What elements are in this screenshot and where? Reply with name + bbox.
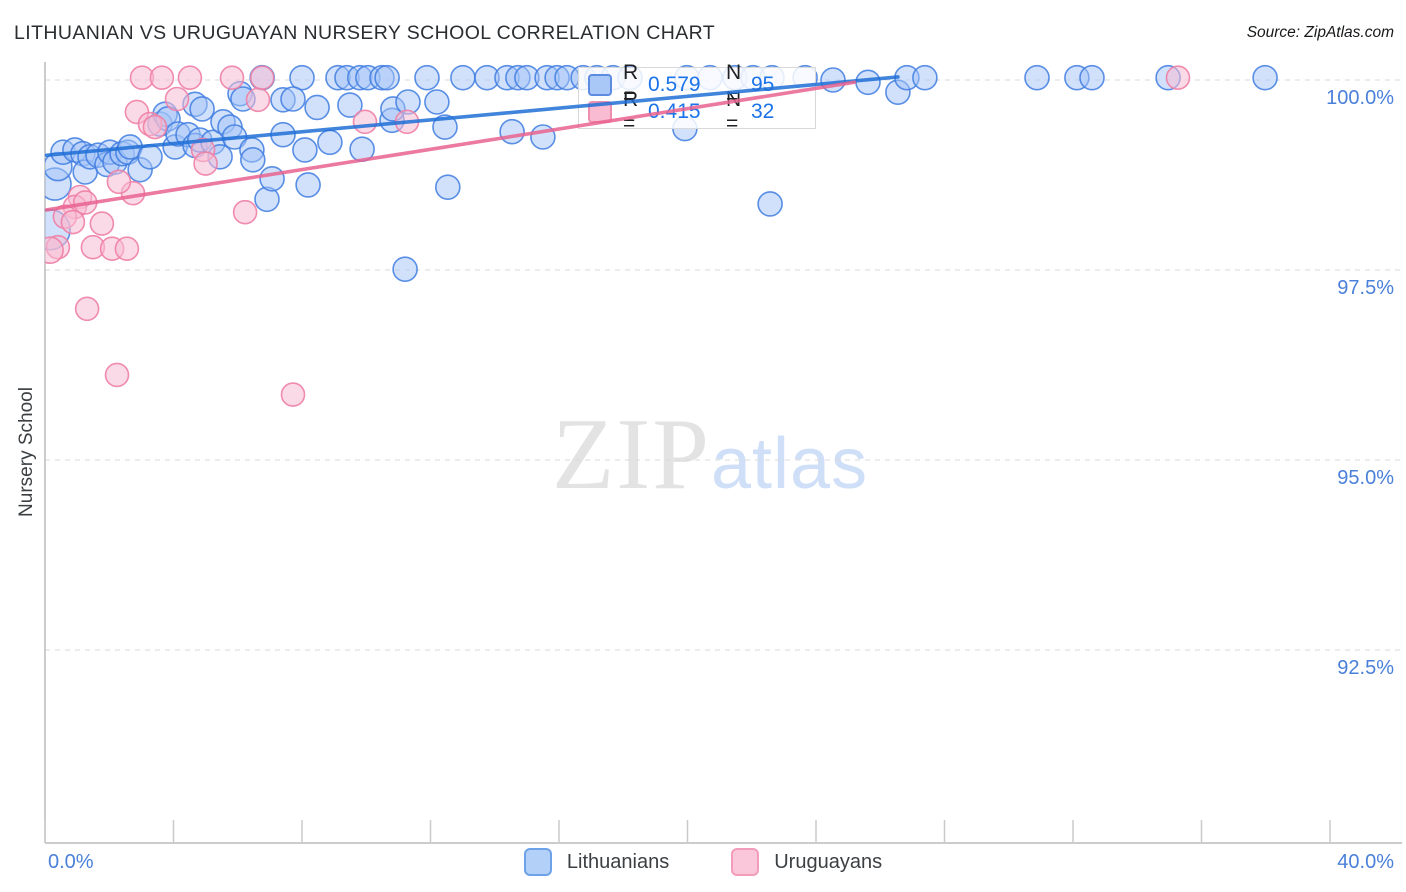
- uruguayans-data-point[interactable]: [177, 65, 203, 90]
- page-title: LITHUANIAN VS URUGUAYAN NURSERY SCHOOL C…: [14, 22, 716, 44]
- y-tick-label: 95.0%: [1337, 467, 1394, 489]
- lithuanians-data-point[interactable]: [374, 64, 400, 91]
- uruguayans-swatch: [588, 100, 612, 123]
- uruguayans-data-point[interactable]: [142, 114, 168, 140]
- lithuanians-legend-swatch: [523, 848, 552, 876]
- uruguayans-data-point[interactable]: [245, 87, 271, 113]
- lithuanians-data-point[interactable]: [424, 89, 450, 115]
- r-value-lithuanians: 0.579: [648, 72, 701, 96]
- uruguayans-data-point[interactable]: [149, 65, 175, 90]
- legend-row-uruguayans: R = 0.415 N = 32: [588, 88, 815, 135]
- n-value-lithuanians: 95: [751, 72, 775, 96]
- x-axis-min-label: 0.0%: [48, 851, 94, 873]
- uruguayans-data-point[interactable]: [219, 65, 245, 90]
- y-tick-label: 97.5%: [1337, 277, 1394, 299]
- correlation-legend-box: R = 0.579 N = 95 R = 0.415 N = 32: [578, 61, 816, 135]
- uruguayans-data-point[interactable]: [394, 109, 420, 135]
- uruguayans-data-point[interactable]: [193, 151, 218, 176]
- uruguayans-data-point[interactable]: [1165, 65, 1191, 90]
- uruguayans-legend-swatch: [731, 848, 760, 876]
- lithuanians-data-point[interactable]: [1024, 64, 1050, 91]
- uruguayans-data-point[interactable]: [114, 236, 140, 261]
- lithuanians-data-point[interactable]: [912, 64, 938, 91]
- n-value-uruguayans: 32: [751, 99, 775, 123]
- watermark-atlas: atlas: [711, 424, 869, 504]
- uruguayans-data-point[interactable]: [89, 211, 115, 236]
- lithuanians-data-point[interactable]: [414, 64, 440, 91]
- lithuanians-data-point[interactable]: [349, 136, 375, 162]
- uruguayans-data-point[interactable]: [232, 199, 258, 225]
- lithuanians-data-point[interactable]: [392, 256, 418, 283]
- y-tick-label: 100.0%: [1326, 87, 1394, 109]
- uruguayans-data-point[interactable]: [280, 382, 306, 407]
- uruguayans-legend-label: Uruguayans: [774, 850, 883, 873]
- uruguayans-data-point[interactable]: [106, 169, 132, 195]
- lithuanians-swatch: [588, 73, 612, 96]
- lithuanians-data-point[interactable]: [137, 144, 163, 170]
- lithuanians-data-point[interactable]: [434, 174, 461, 200]
- lithuanians-data-point[interactable]: [1252, 64, 1278, 91]
- lithuanians-data-point[interactable]: [757, 191, 783, 217]
- uruguayans-data-point[interactable]: [72, 190, 98, 215]
- lithuanians-data-point[interactable]: [499, 118, 525, 145]
- lithuanians-data-point[interactable]: [304, 94, 330, 121]
- lithuanians-data-point[interactable]: [270, 121, 296, 148]
- legend-item-lithuanians[interactable]: Lithuanians: [523, 848, 670, 876]
- watermark-zip: ZIP: [552, 398, 711, 511]
- uruguayans-data-point[interactable]: [37, 236, 64, 264]
- lithuanians-data-point[interactable]: [432, 114, 458, 140]
- series-legend: Lithuanians Uruguayans: [0, 848, 1406, 876]
- uruguayans-data-point[interactable]: [352, 109, 378, 135]
- r-label: R =: [623, 87, 639, 135]
- uruguayans-data-point[interactable]: [104, 362, 130, 388]
- lithuanians-data-point[interactable]: [1079, 64, 1105, 91]
- lithuanians-data-point[interactable]: [317, 129, 343, 156]
- lithuanians-data-point[interactable]: [295, 172, 321, 198]
- lithuanians-data-point[interactable]: [820, 67, 846, 93]
- lithuanians-data-point[interactable]: [289, 64, 315, 91]
- lithuanians-data-point[interactable]: [292, 137, 318, 163]
- lithuanians-data-point[interactable]: [855, 69, 881, 96]
- lithuanians-data-point[interactable]: [450, 64, 476, 91]
- uruguayans-data-point[interactable]: [60, 209, 86, 235]
- n-label: N =: [726, 87, 742, 135]
- zipatlas-watermark: ZIP atlas: [552, 404, 868, 506]
- lithuanians-data-point[interactable]: [530, 124, 556, 150]
- legend-item-uruguayans[interactable]: Uruguayans: [731, 848, 882, 876]
- r-value-uruguayans: 0.415: [648, 99, 701, 123]
- y-tick-label: 92.5%: [1337, 657, 1394, 679]
- lithuanians-data-point[interactable]: [259, 166, 285, 192]
- lithuanians-data-point[interactable]: [280, 86, 306, 112]
- lithuanians-data-point[interactable]: [240, 147, 266, 173]
- source-attribution: Source: ZipAtlas.com: [1246, 24, 1394, 41]
- lithuanians-legend-label: Lithuanians: [566, 850, 670, 873]
- uruguayans-data-point[interactable]: [164, 86, 190, 112]
- uruguayans-data-point[interactable]: [74, 296, 100, 322]
- uruguayans-data-point[interactable]: [249, 65, 275, 90]
- x-axis-max-label: 40.0%: [1337, 851, 1394, 873]
- lithuanians-data-point[interactable]: [189, 96, 215, 122]
